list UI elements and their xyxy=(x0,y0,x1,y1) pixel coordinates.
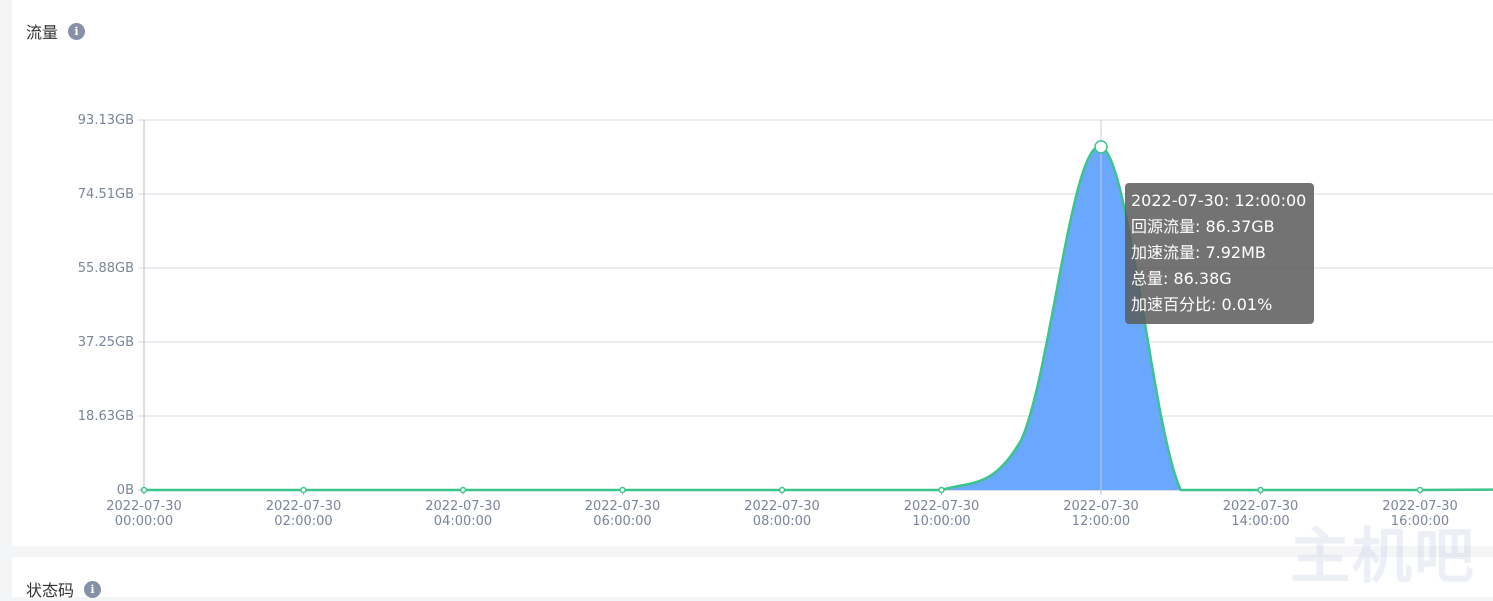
data-point xyxy=(300,486,307,494)
tooltip-accel-percent: 加速百分比: 0.01% xyxy=(1131,295,1273,314)
data-point xyxy=(1257,486,1264,494)
tooltip-accel-traffic: 加速流量: 7.92MB xyxy=(1131,243,1266,262)
panel-title: 流量 i xyxy=(26,19,86,43)
x-axis: 2022-07-30 00:00:00 2022-07-30 02:00:00 2022… xyxy=(106,490,1458,529)
x-tick-label: 2022-07-30 06:00:00 xyxy=(585,499,661,529)
x-tick-label: 2022-07-30 04:00:00 xyxy=(425,499,501,529)
data-points xyxy=(140,140,1424,494)
x-tick-label: 2022-07-30 12:00:00 xyxy=(1063,499,1139,529)
x-tick-label: 2022-07-30 00:00:00 xyxy=(106,499,182,529)
data-point xyxy=(1416,486,1424,494)
x-tick-label: 2022-07-30 10:00:00 xyxy=(904,499,980,529)
watermark: 主机吧 xyxy=(1290,522,1476,592)
traffic-area xyxy=(144,146,1493,491)
y-tick-label: 18.63GB xyxy=(78,409,134,424)
traffic-chart[interactable]: 0B 18.63GB 37.25GB 55.88GB 74.51GB 93.13GB 20… xyxy=(0,0,1493,587)
data-point xyxy=(459,486,467,494)
data-point xyxy=(778,486,786,494)
y-tick-label: 93.13GB xyxy=(78,113,134,128)
x-tick-label: 2022-07-30 14:00:00 xyxy=(1223,499,1299,529)
tooltip-origin-traffic: 回源流量: 86.37GB xyxy=(1131,217,1275,236)
data-point xyxy=(938,486,945,494)
highlighted-point xyxy=(1094,140,1108,154)
y-tick-label: 37.25GB xyxy=(78,335,134,350)
info-icon[interactable]: i xyxy=(68,22,86,40)
chart-tooltip: 2022-07-30: 12:00:00 回源流量: 86.37GB 加速流量:… xyxy=(1125,183,1314,324)
x-tick-label: 2022-07-30 02:00:00 xyxy=(266,499,342,529)
y-axis: 0B 18.63GB 37.25GB 55.88GB 74.51GB 93.13GB xyxy=(78,113,134,498)
traffic-series-line xyxy=(144,145,1493,492)
y-tick-label: 74.51GB xyxy=(78,187,134,202)
y-tick-label: 55.88GB xyxy=(78,261,134,276)
tooltip-total: 总量: 86.38G xyxy=(1131,269,1232,288)
data-point xyxy=(140,486,148,494)
tooltip-time: 2022-07-30: 12:00:00 xyxy=(1131,191,1307,210)
data-point xyxy=(619,486,626,494)
y-tick-label: 0B xyxy=(117,483,134,498)
panel-title-text: 流量 xyxy=(26,23,59,42)
x-tick-label: 2022-07-30 08:00:00 xyxy=(744,499,820,529)
x-tick-label: 2022-07-30 16:00:00 xyxy=(1382,499,1458,529)
